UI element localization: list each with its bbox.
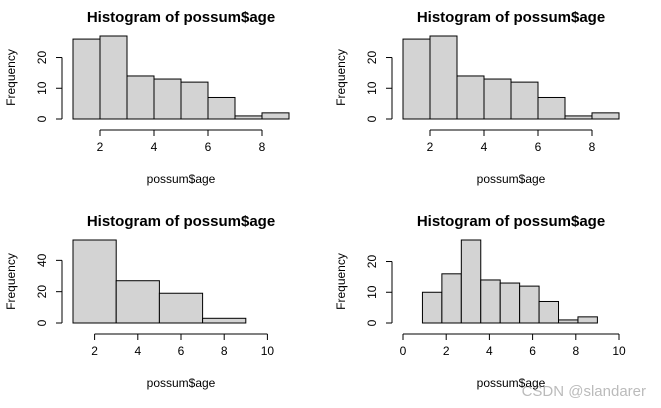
x-axis-label: possum$age — [477, 376, 546, 390]
x-tick-label: 6 — [529, 344, 536, 358]
x-axis-label: possum$age — [147, 172, 216, 186]
x-tick-label: 8 — [259, 140, 266, 154]
bar — [115, 280, 160, 324]
x-tick-label: 4 — [481, 140, 488, 154]
chart-title: Histogram of possum$age — [87, 213, 275, 230]
y-tick-label: 0 — [365, 319, 379, 326]
bar — [480, 279, 501, 324]
y-tick-label: 10 — [365, 81, 379, 95]
x-tick-label: 10 — [261, 344, 275, 358]
x-tick-label: 8 — [572, 344, 579, 358]
y-axis-label: Frequency — [4, 253, 18, 310]
y-tick-label: 20 — [365, 255, 379, 269]
x-axis-label: possum$age — [477, 172, 546, 186]
y-tick-label: 0 — [365, 115, 379, 122]
bar — [441, 273, 462, 324]
y-tick-label: 20 — [365, 51, 379, 65]
bar — [126, 75, 155, 120]
bar — [460, 239, 482, 324]
bar — [421, 291, 443, 324]
panel: Histogram of possum$age possum$age Frequen… — [334, 9, 620, 186]
bar — [456, 75, 485, 120]
x-tick-label: 4 — [134, 344, 141, 358]
y-tick-label: 10 — [365, 285, 379, 299]
x-tick-label: 10 — [612, 344, 626, 358]
bar — [158, 292, 204, 324]
x-tick-label: 8 — [221, 344, 228, 358]
bar — [537, 96, 566, 120]
bar — [577, 316, 598, 324]
bar — [202, 317, 247, 324]
bar — [564, 115, 593, 120]
panel: Histogram of possum$age possum$age Frequen… — [334, 213, 626, 390]
x-tick-label: 6 — [178, 344, 185, 358]
x-tick-label: 6 — [535, 140, 542, 154]
y-axis-label: Frequency — [334, 49, 348, 106]
x-tick-label: 4 — [486, 344, 493, 358]
y-tick-label: 10 — [35, 81, 49, 95]
panel: Histogram of possum$age possum$age Frequen… — [4, 213, 275, 390]
bar — [499, 282, 521, 324]
watermark: CSDN @slandarer — [522, 383, 646, 400]
x-tick-label: 8 — [589, 140, 596, 154]
y-axis-label: Frequency — [4, 49, 18, 106]
bar — [483, 78, 512, 120]
x-tick-label: 0 — [400, 344, 407, 358]
x-tick-label: 2 — [97, 140, 104, 154]
bar — [72, 38, 101, 120]
x-tick-label: 2 — [91, 344, 98, 358]
bar — [429, 35, 458, 120]
y-axis-label: Frequency — [334, 253, 348, 310]
chart-title: Histogram of possum$age — [417, 9, 605, 26]
chart-title: Histogram of possum$age — [417, 213, 605, 230]
y-tick-label: 0 — [35, 319, 49, 326]
x-tick-label: 6 — [205, 140, 212, 154]
bar — [591, 112, 620, 120]
chart-title: Histogram of possum$age — [87, 9, 275, 26]
bar — [538, 300, 560, 324]
bar — [402, 38, 431, 120]
bar — [99, 35, 128, 120]
panel: Histogram of possum$age possum$age Frequen… — [4, 9, 290, 186]
x-tick-label: 2 — [443, 344, 450, 358]
bar — [261, 112, 290, 120]
y-tick-label: 40 — [35, 253, 49, 267]
bar — [207, 96, 236, 120]
bar — [72, 239, 117, 324]
bar — [180, 81, 209, 120]
y-tick-label: 0 — [35, 115, 49, 122]
y-tick-label: 20 — [35, 51, 49, 65]
x-axis-label: possum$age — [147, 376, 216, 390]
x-tick-label: 2 — [427, 140, 434, 154]
y-tick-label: 20 — [35, 285, 49, 299]
x-tick-label: 4 — [151, 140, 158, 154]
bar — [519, 285, 540, 324]
bar — [234, 115, 263, 120]
bar — [558, 319, 579, 324]
bar — [153, 78, 182, 120]
bar — [510, 81, 539, 120]
